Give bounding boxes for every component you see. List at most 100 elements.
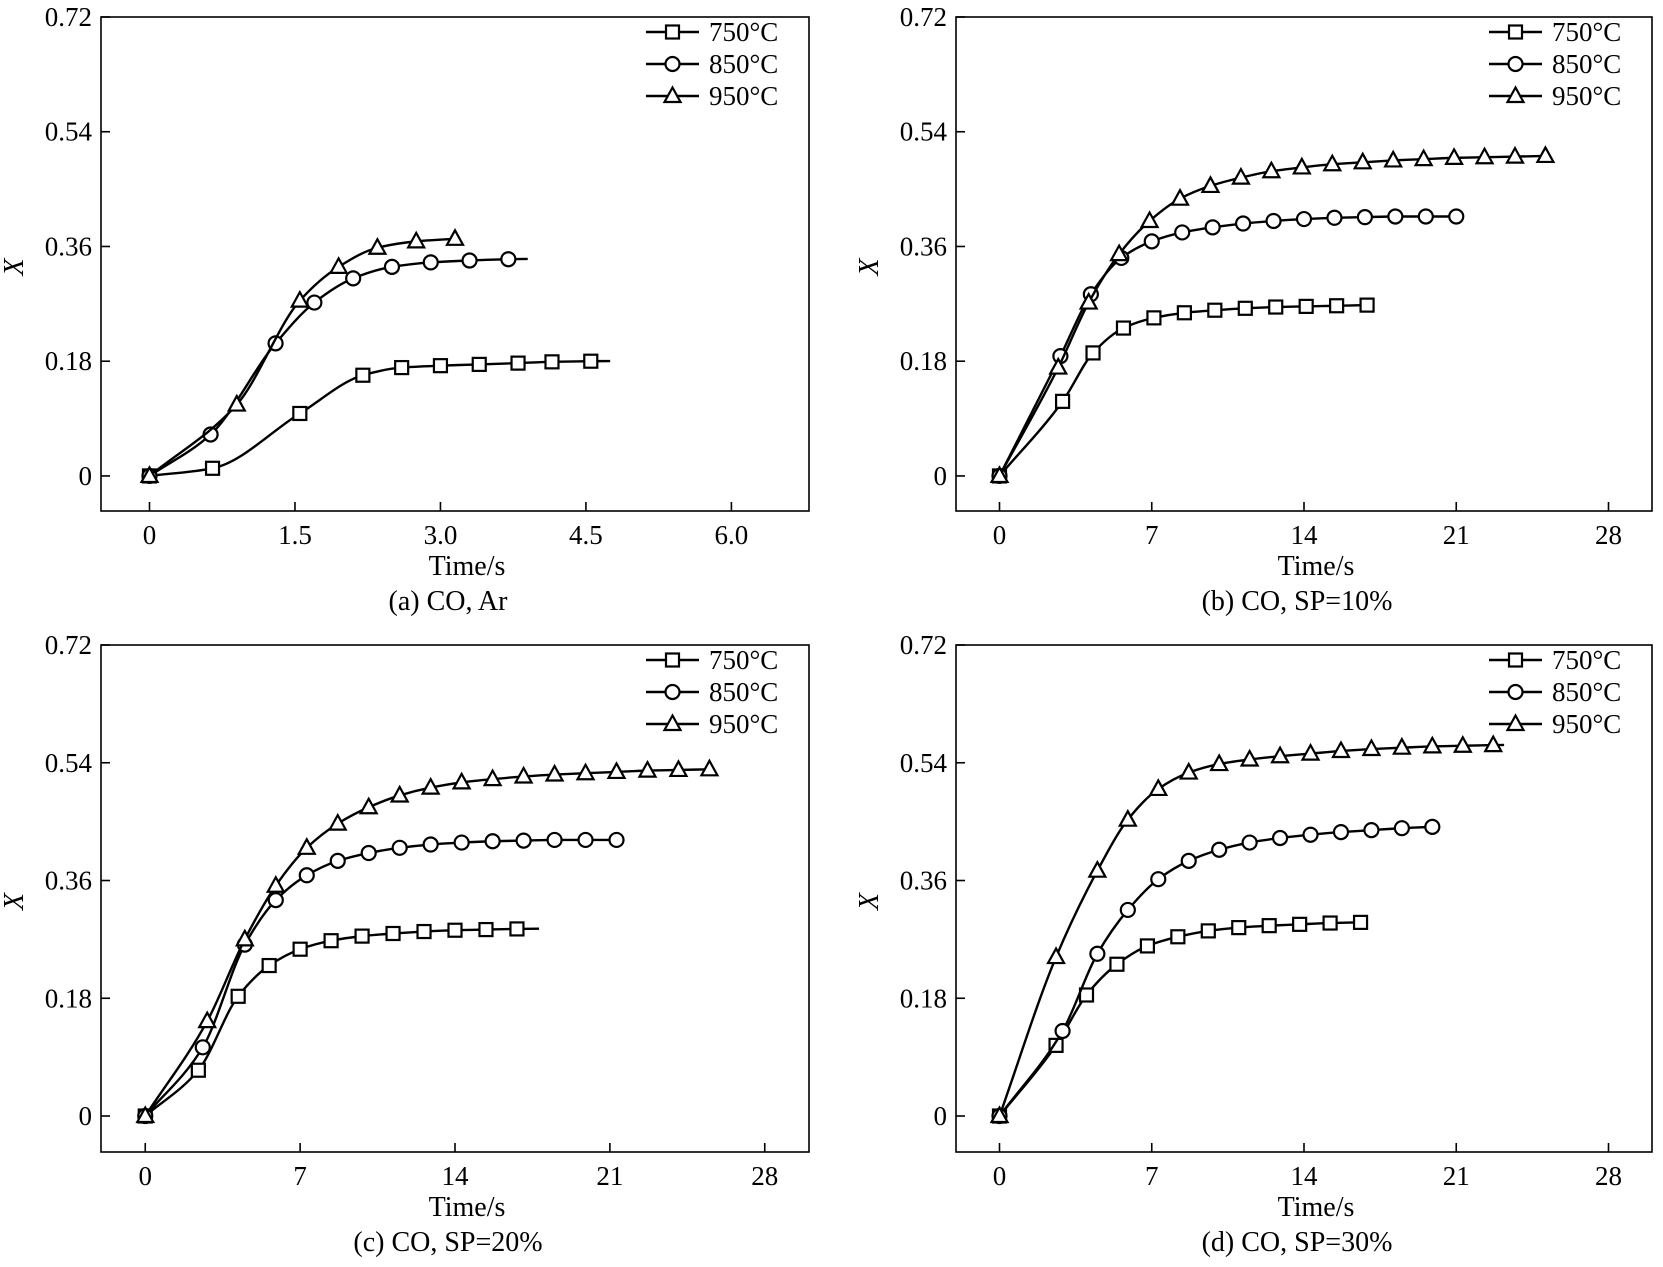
legend-marker <box>1507 683 1524 701</box>
data-point <box>445 228 465 246</box>
data-point <box>292 941 308 957</box>
data-point <box>204 460 221 476</box>
legend-marker <box>664 24 681 40</box>
series-square <box>141 353 611 484</box>
data-point <box>1200 923 1216 939</box>
data-point <box>500 251 517 268</box>
data-point <box>1393 820 1410 837</box>
x-tick-label: 0 <box>993 1161 1007 1191</box>
series-square <box>137 921 540 1124</box>
x-tick-label: 3.0 <box>424 520 458 550</box>
data-point <box>515 832 532 849</box>
data-point <box>1535 145 1556 164</box>
x-axis-title: Time/s <box>1278 1192 1355 1223</box>
series-line <box>998 825 1433 1117</box>
data-point <box>478 921 494 938</box>
y-axis-title: X <box>854 892 885 911</box>
plot-frame <box>955 644 1653 1153</box>
data-point <box>1078 291 1099 310</box>
data-point <box>139 465 160 484</box>
legend-label: 950°C <box>1552 709 1621 739</box>
data-point <box>329 852 346 869</box>
plot-frame <box>100 644 810 1153</box>
data-point <box>1505 145 1525 164</box>
y-tick-label: 0.36 <box>900 866 947 896</box>
series-line <box>148 257 528 477</box>
x-tick-label: 28 <box>751 1161 778 1191</box>
x-tick-label: 14 <box>1291 1161 1319 1191</box>
data-point <box>1483 734 1504 753</box>
plot-frame <box>955 16 1653 512</box>
legend-marker <box>1507 24 1524 40</box>
panel-caption: (b) CO, SP=10% <box>1202 586 1393 617</box>
x-tick-label: 21 <box>1443 1161 1470 1191</box>
x-tick-label: 1.5 <box>278 520 312 550</box>
data-point <box>510 355 526 371</box>
y-tick-label: 0 <box>934 1101 948 1131</box>
data-point <box>1270 745 1290 764</box>
data-point <box>471 356 487 372</box>
x-tick-label: 4.5 <box>569 520 603 550</box>
data-point <box>608 831 625 849</box>
series-line <box>144 768 710 1117</box>
data-point <box>1234 215 1252 232</box>
data-point <box>989 465 1010 484</box>
series-triangle <box>135 758 720 1124</box>
x-tick-label: 7 <box>1145 1161 1159 1191</box>
series-line <box>998 154 1546 477</box>
data-point <box>292 405 308 422</box>
series-triangle <box>139 228 465 484</box>
legend-marker <box>662 85 683 104</box>
legend-marker <box>664 652 681 668</box>
data-point <box>135 1105 156 1124</box>
legend-label: 850°C <box>709 677 778 707</box>
data-point <box>391 839 408 856</box>
data-point <box>1176 305 1192 321</box>
data-point <box>1209 753 1230 772</box>
legend-marker <box>1505 85 1526 104</box>
data-point <box>432 358 449 374</box>
x-tick-label: 21 <box>1443 520 1470 550</box>
data-point <box>383 258 401 275</box>
data-point <box>1237 300 1253 316</box>
panel-c: 0 0.18 0.36 0.54 0.72 0 7 14 21 28 Time/s X (c) CO, … <box>0 630 810 1258</box>
data-point <box>544 354 560 370</box>
data-point <box>699 758 720 777</box>
y-tick-label: 0.36 <box>45 231 92 261</box>
data-point <box>1087 859 1108 878</box>
legend-label: 850°C <box>1552 49 1621 79</box>
legend-marker <box>1505 713 1526 732</box>
data-point <box>1331 740 1351 759</box>
panel-d: 0 0.18 0.36 0.54 0.72 0 7 14 21 28 Time/s X (d) CO, … <box>854 630 1653 1258</box>
data-point <box>354 928 370 944</box>
y-axis-title: X <box>854 258 885 277</box>
data-point <box>416 923 432 940</box>
data-point <box>328 256 349 274</box>
data-point <box>1417 208 1434 225</box>
x-tick-label: 0 <box>139 1161 153 1191</box>
data-point <box>1180 852 1197 869</box>
data-point <box>1231 166 1251 185</box>
x-axis-title: Time/s <box>1278 551 1355 582</box>
data-point <box>1054 393 1071 409</box>
series-square <box>991 914 1369 1124</box>
x-tick-label: 14 <box>1291 520 1319 550</box>
legend-label: 950°C <box>709 81 778 111</box>
x-tick-label: 6.0 <box>715 520 749 550</box>
y-tick-label: 0.18 <box>45 983 92 1013</box>
y-tick-label: 0 <box>79 1101 93 1131</box>
series-line <box>149 359 611 478</box>
data-point <box>513 765 534 784</box>
y-tick-label: 0.18 <box>900 983 947 1013</box>
panel-b: 0 0.18 0.36 0.54 0.72 0 7 14 21 28 Time/s X (b) CO, … <box>854 2 1653 617</box>
data-point <box>355 367 371 383</box>
data-point <box>406 230 427 249</box>
data-point <box>1295 210 1313 228</box>
data-point <box>420 776 441 795</box>
data-point <box>261 957 277 974</box>
legend-marker <box>1507 55 1524 73</box>
data-point <box>1139 938 1156 954</box>
